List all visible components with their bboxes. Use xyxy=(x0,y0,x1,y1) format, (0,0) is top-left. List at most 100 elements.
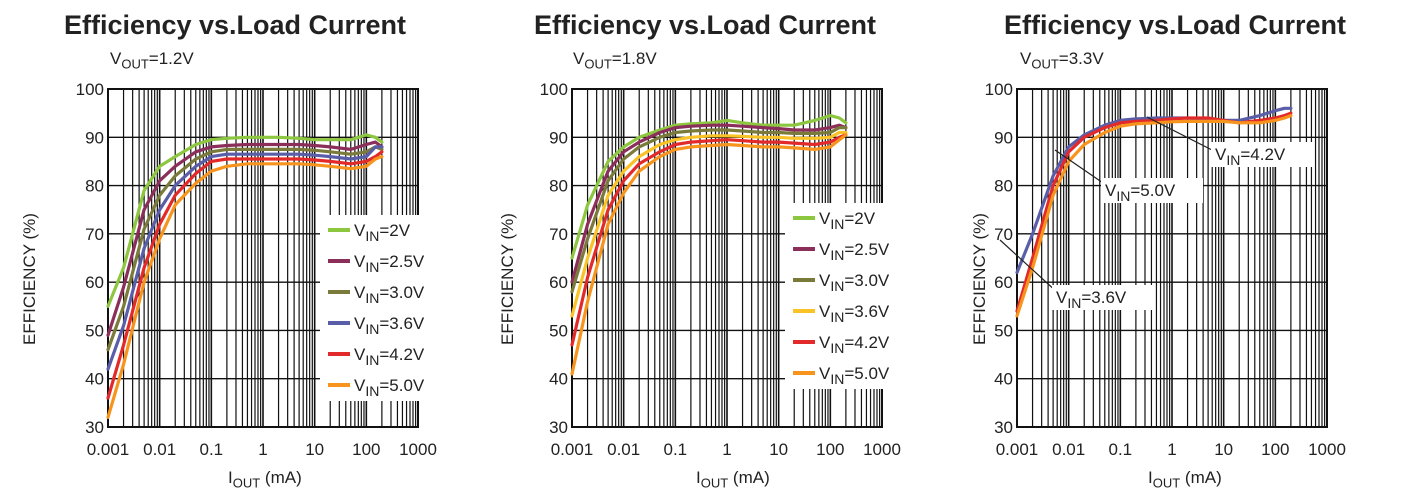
chart-title: Efficiency vs.Load Current xyxy=(533,10,877,40)
x-tick-label: 1000 xyxy=(1308,440,1346,459)
x-tick-label: 0.1 xyxy=(664,440,688,459)
y-tick-label: 90 xyxy=(549,128,568,147)
y-tick-label: 90 xyxy=(85,128,104,147)
x-tick-label: 0.01 xyxy=(607,440,640,459)
y-tick-label: 30 xyxy=(994,418,1013,437)
series-line xyxy=(106,145,384,352)
annotation-label: VIN=5.0V xyxy=(1105,181,1176,204)
x-tick-label: 10 xyxy=(769,440,788,459)
annotation-leader xyxy=(1054,149,1107,186)
legend-label: VIN=4.2V xyxy=(354,345,425,368)
chart-subtitle: VOUT=3.3V xyxy=(1020,49,1104,72)
y-tick-label: 70 xyxy=(994,225,1013,244)
legend-box xyxy=(785,203,913,389)
x-axis-label: IOUT (mA) xyxy=(228,468,302,491)
series-line xyxy=(570,123,848,284)
legend-label: VIN=3.0V xyxy=(819,271,890,294)
legend-label: VIN=2.5V xyxy=(354,252,425,275)
y-tick-label: 50 xyxy=(85,321,104,340)
y-tick-label: 50 xyxy=(549,321,568,340)
series-line xyxy=(570,125,848,294)
legend-label: VIN=2.5V xyxy=(819,240,890,263)
chart-title: Efficiency vs.Load Current xyxy=(1003,10,1347,40)
x-tick-label: 100 xyxy=(816,440,844,459)
plot-frame xyxy=(1016,88,1328,428)
series-line xyxy=(106,155,384,419)
x-tick-label: 0.1 xyxy=(1109,440,1133,459)
legend-label: VIN=4.2V xyxy=(819,333,890,356)
y-tick-label: 40 xyxy=(549,370,568,389)
x-tick-label: 0.1 xyxy=(200,440,224,459)
legend: VIN=2V VIN=2.5V VIN=3.0V VIN=3.6V VIN=4.2V VI… xyxy=(785,203,913,389)
x-tick-label: 1000 xyxy=(863,440,901,459)
legend-label: VIN=3.6V xyxy=(354,314,425,337)
legend-label: VIN=3.6V xyxy=(819,302,890,325)
series-line xyxy=(106,150,384,400)
x-tick-label: 1000 xyxy=(399,440,437,459)
x-tick-label: 0.001 xyxy=(996,440,1039,459)
legend-label: VIN=2V xyxy=(354,221,411,244)
annotation-leader xyxy=(999,239,1059,294)
y-tick-label: 50 xyxy=(994,321,1013,340)
y-tick-label: 90 xyxy=(994,128,1013,147)
chart-plot-3: 30 40 50 60 70 80 90 100 0.001 0.01 0.1 1 10 100 1000 V… xyxy=(985,80,1346,459)
annotation-label: VIN=3.6V xyxy=(1056,288,1127,311)
y-tick-label: 80 xyxy=(549,177,568,196)
series-line xyxy=(570,133,848,376)
legend-label: VIN=5.0V xyxy=(819,364,890,387)
y-tick-label: 80 xyxy=(994,177,1013,196)
legend-label: VIN=3.0V xyxy=(354,283,425,306)
y-tick-label: 70 xyxy=(85,225,104,244)
annotation-bg xyxy=(1101,178,1203,203)
annotation-bg xyxy=(1211,142,1313,167)
grid xyxy=(1016,88,1327,428)
series-line xyxy=(106,140,384,337)
chart-panel-1: Efficiency vs.Load Current VOUT=1.2V EFF… xyxy=(0,0,470,503)
y-tick-label: 100 xyxy=(540,80,568,99)
y-tick-label: 60 xyxy=(85,273,104,292)
x-tick-label: 100 xyxy=(352,440,380,459)
y-tick-label: 80 xyxy=(85,177,104,196)
legend: VIN=2V VIN=2.5V VIN=3.0V VIN=3.6V VIN=4.2V VI… xyxy=(320,215,448,401)
x-tick-label: 1 xyxy=(722,440,731,459)
series-line xyxy=(1015,113,1293,318)
legend-box xyxy=(320,215,448,401)
y-tick-label: 60 xyxy=(994,273,1013,292)
y-tick-label: 30 xyxy=(549,418,568,437)
annotation-bg xyxy=(1052,285,1154,310)
chart-plot-1: 30 40 50 60 70 80 90 100 0.001 0.01 0.1 1 10 100 1000 V… xyxy=(76,80,448,459)
series-line xyxy=(570,133,848,347)
chart-plot-2: 30 40 50 60 70 80 90 100 0.001 0.01 0.1 1 10 100 1000 V… xyxy=(540,80,913,459)
y-tick-label: 100 xyxy=(985,80,1013,99)
x-tick-label: 10 xyxy=(305,440,324,459)
legend-label: VIN=2V xyxy=(819,209,876,232)
series-line xyxy=(106,145,384,371)
x-tick-label: 0.001 xyxy=(551,440,594,459)
chart-panel-2: Efficiency vs.Load Current VOUT=1.8V EFF… xyxy=(470,0,940,503)
x-tick-label: 0.01 xyxy=(143,440,176,459)
x-tick-label: 100 xyxy=(1261,440,1289,459)
chart-subtitle: VOUT=1.8V xyxy=(573,49,657,72)
x-tick-label: 1 xyxy=(258,440,267,459)
x-tick-label: 0.01 xyxy=(1052,440,1085,459)
series-line xyxy=(106,133,384,308)
chart-title: Efficiency vs.Load Current xyxy=(63,10,407,40)
chart-subtitle: VOUT=1.2V xyxy=(110,49,194,72)
y-tick-label: 60 xyxy=(549,273,568,292)
y-tick-label: 40 xyxy=(994,370,1013,389)
chart-panel-3: Efficiency vs.Load Current VOUT=3.3V EFF… xyxy=(940,0,1410,503)
series-line xyxy=(570,130,848,318)
x-tick-label: 1 xyxy=(1167,440,1176,459)
legend-label: VIN=5.0V xyxy=(354,376,425,399)
y-tick-label: 70 xyxy=(549,225,568,244)
x-axis-label: IOUT (mA) xyxy=(696,468,770,491)
x-tick-label: 10 xyxy=(1214,440,1233,459)
series-line xyxy=(570,113,848,260)
y-tick-label: 30 xyxy=(85,418,104,437)
x-axis-label: IOUT (mA) xyxy=(1148,468,1222,491)
x-tick-label: 0.001 xyxy=(87,440,130,459)
series-line xyxy=(1015,106,1293,275)
annotation-leader xyxy=(1146,116,1213,151)
annotation-label: VIN=4.2V xyxy=(1215,145,1286,168)
y-tick-label: 100 xyxy=(76,80,104,99)
